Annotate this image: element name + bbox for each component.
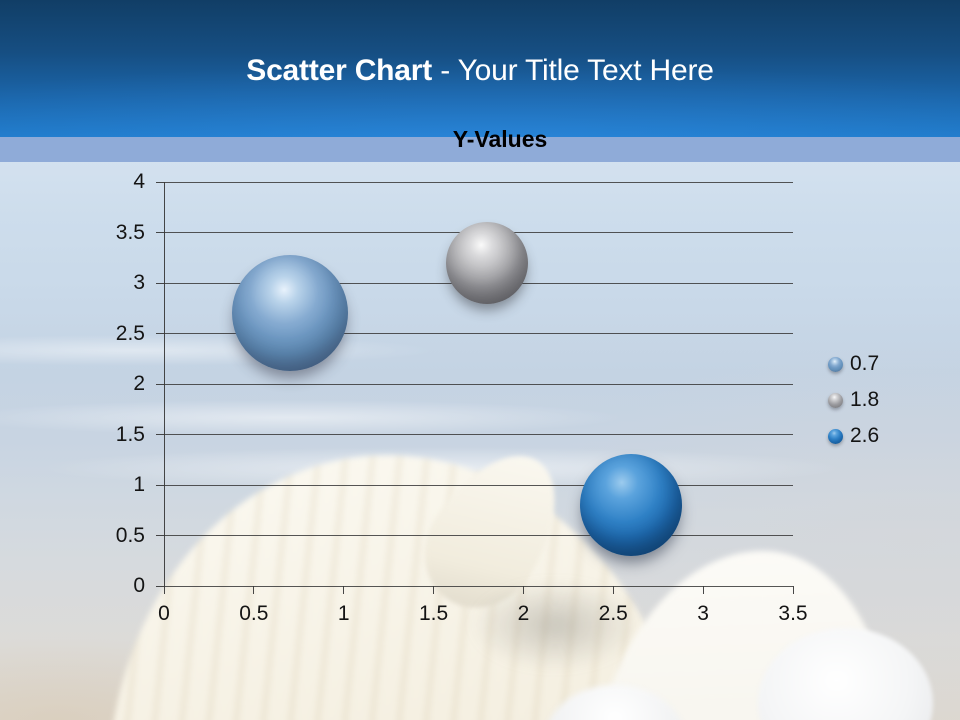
slide-title: Scatter Chart - Your Title Text Here [0,54,960,88]
y-tick-mark [156,484,164,486]
legend-label: 2.6 [850,424,880,447]
y-tick-mark [156,535,164,536]
y-axis-label: 1 [133,473,145,496]
x-tick-mark [702,586,704,594]
x-axis-label: 3 [697,602,709,625]
x-axis-label: 2.5 [598,602,628,625]
legend-marker-icon [828,392,843,408]
y-tick-mark [156,282,164,284]
header-banner: Scatter Chart - Your Title Text Here [0,0,960,137]
bubble-0.7 [231,255,348,372]
y-axis-label: 4 [133,170,145,193]
x-tick-mark [343,586,345,594]
y-gridline [164,484,793,486]
y-tick-mark [156,585,164,587]
slide-title-regular: - Your Title Text Here [432,54,714,87]
legend-marker-icon [828,356,843,372]
y-axis-label: 0.5 [115,523,145,547]
y-axis-label: 2.5 [115,321,145,345]
x-tick-mark [792,586,794,594]
y-tick-mark [156,181,164,183]
x-axis-label: 0.5 [239,602,269,625]
y-tick-mark [156,333,164,334]
y-tick-mark [156,383,164,385]
divider-band [0,137,960,162]
y-axis-label: 0 [133,574,145,597]
y-axis-label: 3.5 [115,220,145,244]
y-gridline [164,585,793,587]
x-axis-label: 3.5 [778,602,808,625]
bubble-2.6 [580,454,683,557]
x-tick-mark [433,586,435,594]
x-tick-mark [522,586,524,594]
seashell-shadow [470,580,640,670]
bubble-1.8 [446,221,529,304]
x-axis-label: 1.5 [418,602,449,625]
legend-item: 0.7 [828,346,879,382]
x-axis-label: 1 [337,602,350,625]
y-axis-label: 2 [133,372,145,395]
legend-marker-icon [828,428,843,444]
y-gridline [164,535,793,536]
x-tick-mark [612,586,614,594]
y-gridline [164,333,793,334]
x-tick-mark [253,586,255,594]
x-axis-label: 0 [158,602,170,625]
slide-title-bold: Scatter Chart [246,54,433,87]
y-axis-line [163,182,165,594]
y-gridline [164,181,793,183]
y-axis-label: 1.5 [115,422,145,446]
y-gridline [164,383,793,385]
legend-label: 1.8 [850,388,880,411]
y-tick-mark [156,434,164,435]
y-gridline [164,434,793,435]
legend-item: 1.8 [828,382,879,418]
y-tick-mark [156,232,164,233]
legend-label: 0.7 [850,352,880,375]
legend-item: 2.6 [828,418,879,454]
x-axis-label: 2 [517,602,530,625]
y-axis-label: 3 [133,271,145,294]
chart-title: Y-Values [452,126,548,152]
